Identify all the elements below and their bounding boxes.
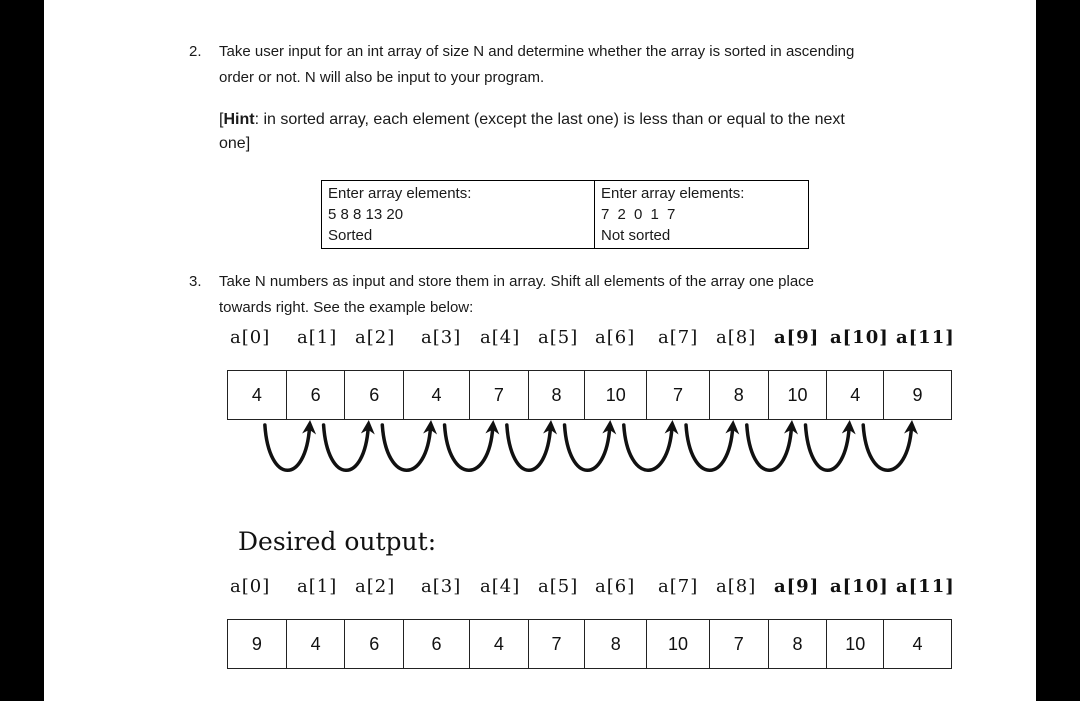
- index-label: a[6]: [595, 327, 636, 348]
- index-label: a[1]: [297, 576, 338, 597]
- shift-arrow: [442, 420, 500, 472]
- q2-examples-table: Enter array elements: 5 8 8 13 20 Sorted…: [321, 180, 809, 249]
- index-label: a[5]: [538, 327, 579, 348]
- q2-hint-line2: one]: [219, 135, 251, 152]
- index-label: a[1]: [297, 327, 338, 348]
- input-array: 4 6 6 4 7 8 10 7 8 10 4 9: [227, 370, 952, 420]
- shift-arrow: [684, 420, 740, 472]
- array-cell: 7: [646, 370, 710, 420]
- index-labels-top: a[0] a[1] a[2] a[3] a[4] a[5] a[6] a[7] …: [44, 327, 1036, 351]
- index-label: a[10]: [830, 327, 889, 348]
- example-result: Not sorted: [601, 227, 671, 244]
- array-cell: 9: [883, 370, 952, 420]
- example-input: 5 8 8 13 20: [328, 206, 404, 223]
- index-label: a[4]: [480, 576, 521, 597]
- index-label: a[8]: [716, 576, 757, 597]
- index-label: a[11]: [896, 576, 955, 597]
- array-cell: 7: [708, 619, 769, 669]
- example-cell-not-sorted: Enter array elements: 7 2 0 1 7 Not sort…: [594, 180, 809, 249]
- array-cell: 8: [767, 619, 828, 669]
- array-cell: 8: [708, 370, 769, 420]
- shift-arrow: [321, 420, 375, 472]
- example-result: Sorted: [328, 227, 373, 244]
- array-cell: 10: [646, 619, 710, 669]
- shift-arrows: [263, 420, 919, 472]
- q3-line2: towards right. See the example below:: [219, 299, 474, 316]
- shift-arrow: [562, 420, 617, 472]
- array-cell: 7: [468, 370, 529, 420]
- index-label: a[0]: [230, 327, 271, 348]
- output-array: 9 4 6 6 4 7 8 10 7 8 10 4: [227, 619, 952, 669]
- index-label: a[7]: [658, 576, 699, 597]
- shift-arrow: [263, 420, 317, 472]
- index-label: a[9]: [774, 576, 820, 597]
- array-cell: 4: [285, 619, 346, 669]
- shift-arrow: [622, 420, 679, 472]
- shift-arrow: [380, 420, 438, 472]
- array-cell: 10: [584, 370, 648, 420]
- index-label: a[4]: [480, 327, 521, 348]
- q2-number: 2.: [189, 43, 202, 60]
- index-label: a[11]: [896, 327, 955, 348]
- q2-line2: order or not. N will also be input to yo…: [219, 69, 545, 86]
- index-label: a[3]: [421, 576, 462, 597]
- array-cell: 10: [826, 619, 885, 669]
- array-cell: 8: [584, 619, 648, 669]
- hint-text: : in sorted array, each element (except …: [254, 111, 845, 128]
- q2-hint-line1: [Hint: in sorted array, each element (ex…: [219, 107, 845, 133]
- shift-arrow: [505, 420, 558, 472]
- document-page: 2. Take user input for an int array of s…: [44, 0, 1036, 701]
- array-cell: 6: [344, 619, 405, 669]
- array-cell: 7: [527, 619, 586, 669]
- array-cell: 9: [227, 619, 287, 669]
- array-cell: 8: [527, 370, 586, 420]
- index-label: a[3]: [421, 327, 462, 348]
- array-cell: 4: [403, 370, 470, 420]
- example-prompt: Enter array elements:: [328, 185, 472, 202]
- index-label: a[2]: [355, 576, 396, 597]
- array-cell: 4: [883, 619, 952, 669]
- index-label: a[0]: [230, 576, 271, 597]
- index-label: a[6]: [595, 576, 636, 597]
- array-cell: 4: [468, 619, 529, 669]
- array-cell: 6: [285, 370, 346, 420]
- array-cell: 6: [403, 619, 470, 669]
- index-label: a[8]: [716, 327, 757, 348]
- example-input: 7 2 0 1 7: [601, 206, 678, 223]
- index-label: a[9]: [774, 327, 820, 348]
- shift-arrow: [745, 420, 798, 472]
- index-label: a[2]: [355, 327, 396, 348]
- q3-number: 3.: [189, 273, 202, 290]
- array-cell: 6: [344, 370, 405, 420]
- array-cell: 10: [767, 370, 828, 420]
- shift-arrow: [861, 420, 919, 472]
- hint-open-bracket: [: [219, 111, 224, 128]
- shift-arrow: [803, 420, 856, 472]
- example-cell-sorted: Enter array elements: 5 8 8 13 20 Sorted: [321, 180, 595, 249]
- index-label: a[10]: [830, 576, 889, 597]
- hint-label: Hint: [223, 111, 255, 128]
- index-label: a[7]: [658, 327, 699, 348]
- q3-line1: Take N numbers as input and store them i…: [219, 273, 815, 290]
- desired-output-heading: Desired output:: [238, 527, 437, 556]
- array-cell: 4: [227, 370, 287, 420]
- array-cell: 4: [826, 370, 885, 420]
- index-labels-bottom: a[0] a[1] a[2] a[3] a[4] a[5] a[6] a[7] …: [44, 576, 1036, 600]
- index-label: a[5]: [538, 576, 579, 597]
- example-prompt: Enter array elements:: [601, 185, 745, 202]
- q2-line1: Take user input for an int array of size…: [219, 43, 855, 60]
